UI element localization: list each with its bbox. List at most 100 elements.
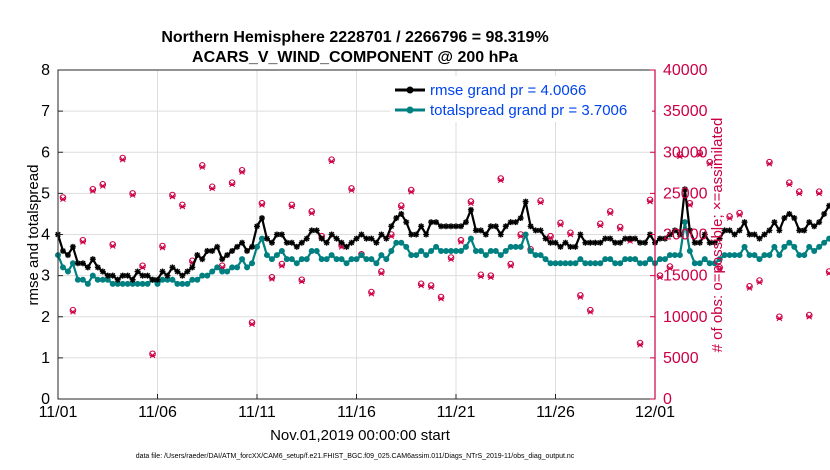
spread-point [746, 252, 753, 259]
rmse-point [139, 272, 146, 279]
spread-point [283, 256, 290, 263]
rmse-point [169, 264, 176, 271]
spread-point [408, 252, 415, 259]
rmse-point [433, 219, 440, 226]
x-tick-label: 11/06 [138, 404, 177, 421]
y-tick-label-left: 8 [41, 62, 50, 79]
spread-point [383, 256, 390, 263]
rmse-point [666, 231, 673, 238]
rmse-point [308, 227, 315, 234]
spread-point [632, 256, 639, 263]
obs-possible-point [776, 313, 783, 321]
spread-point [144, 280, 151, 287]
obs-assimilated-point [676, 153, 683, 160]
spread-point [308, 247, 315, 254]
y-tick-label-right: 30000 [663, 144, 708, 161]
rmse-point [766, 227, 773, 234]
legend-spread-label: totalspread grand pr = 3.7006 [430, 102, 627, 119]
rmse-point [239, 239, 246, 246]
spread-point [796, 252, 803, 259]
spread-point [507, 243, 514, 250]
spread-point [617, 260, 624, 267]
rmse-point [94, 264, 101, 271]
rmse-point [711, 239, 718, 246]
obs-assimilated-point [497, 177, 504, 184]
spread-point [378, 252, 385, 259]
obs-assimilated-point [89, 188, 96, 194]
obs-assimilated-point [288, 203, 295, 210]
obs-possible-point [228, 179, 236, 186]
spread-point [204, 272, 211, 279]
x-tick-label: 12/01 [635, 404, 675, 421]
obs-assimilated-point [398, 204, 405, 211]
rmse-point [154, 276, 161, 283]
y-tick-label-left: 5 [41, 185, 50, 202]
rmse-point [582, 239, 589, 246]
spread-point [671, 252, 678, 259]
spread-point [433, 243, 440, 250]
obs-assimilated-point [517, 233, 524, 239]
obs-assimilated-point [408, 188, 415, 195]
obs-possible-point [756, 277, 763, 284]
rmse-point [826, 202, 830, 209]
spread-point [821, 239, 828, 246]
obs-possible-point [467, 198, 475, 205]
obs-possible-point [119, 154, 126, 162]
obs-possible-point [457, 236, 465, 244]
obs-assimilated-point [736, 211, 743, 218]
rmse-point [313, 227, 320, 234]
obs-assimilated-point [637, 341, 644, 348]
rmse-point [124, 272, 131, 279]
obs-possible-point [606, 208, 614, 215]
obs-possible-point [278, 260, 286, 268]
rmse-point [343, 243, 350, 250]
rmse-point [642, 239, 649, 246]
rmse-point [542, 235, 549, 242]
spread-point [368, 256, 375, 263]
rmse-point [373, 239, 380, 246]
obs-assimilated-point [487, 274, 494, 281]
chart-title-line1: Northern Hemisphere 2228701 / 2266796 = … [161, 29, 548, 46]
rmse-point [398, 210, 405, 217]
obs-possible-point [746, 283, 753, 290]
rmse-point [129, 276, 136, 283]
obs-possible-point [417, 280, 425, 288]
chart-title-line2: ACARS_V_WIND_COMPONENT @ 200 hPa [192, 49, 518, 66]
y-tick-label-right: 0 [663, 391, 672, 408]
obs-assimilated-point [169, 193, 176, 200]
spread-point [298, 256, 305, 263]
spread-point [388, 247, 395, 254]
spread-point [109, 280, 116, 287]
rmse-point [716, 235, 723, 242]
rmse-point [467, 206, 474, 213]
obs-assimilated-point [378, 270, 385, 277]
rmse-point [696, 239, 703, 246]
spread-point [249, 260, 256, 267]
rmse-point [338, 239, 345, 246]
obs-assimilated-point [826, 270, 830, 277]
spread-point [159, 276, 166, 283]
x-tick-label: 11/01 [39, 404, 78, 421]
spread-point [418, 247, 425, 254]
spread-point [79, 276, 86, 283]
obs-assimilated-point [597, 222, 604, 229]
rmse-point [751, 231, 758, 238]
obs-assimilated-point [726, 215, 733, 221]
rmse-point [358, 231, 365, 238]
rmse-point [731, 231, 738, 238]
obs-assimilated-point [647, 198, 654, 205]
spread-point [59, 264, 66, 271]
spread-point [403, 243, 410, 250]
rmse-point [59, 247, 66, 254]
rmse-point [462, 219, 469, 226]
obs-assimilated-point [766, 160, 773, 167]
obs-possible-point [596, 220, 604, 228]
y-tick-label-left: 0 [41, 391, 50, 408]
rmse-point [761, 231, 768, 238]
obs-assimilated-point [547, 234, 554, 241]
obs-possible-point [407, 186, 415, 194]
spread-point [686, 247, 693, 254]
rmse-point [686, 227, 693, 234]
obs-assimilated-point [507, 262, 514, 269]
rmse-point [801, 227, 808, 234]
